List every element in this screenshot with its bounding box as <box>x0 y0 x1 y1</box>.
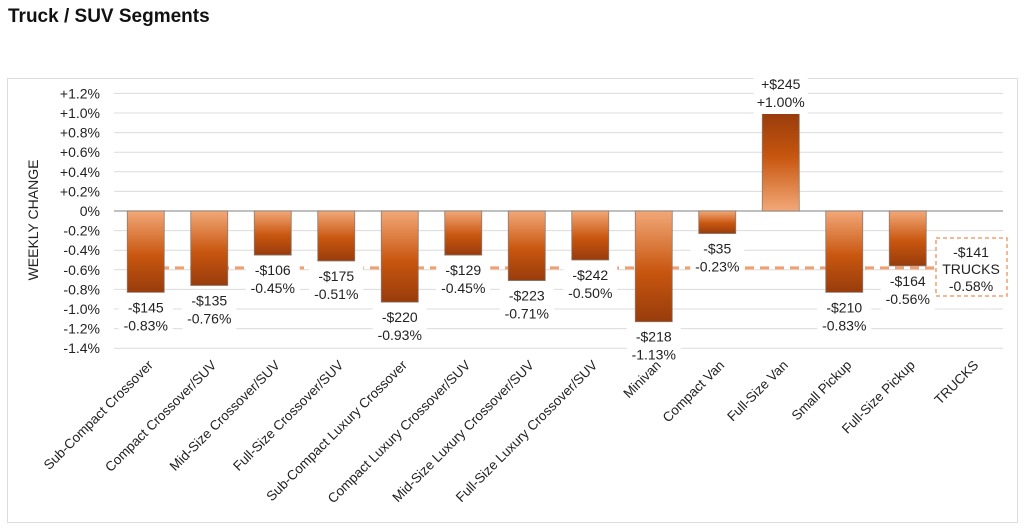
y-tick-label: -0.4% <box>63 242 100 258</box>
percent-data-label: -0.51% <box>314 286 358 302</box>
dollar-data-label: -$210 <box>826 299 862 315</box>
y-tick-label: -0.6% <box>63 262 100 278</box>
bar <box>380 210 419 303</box>
trucks-percent-label: -0.58% <box>949 278 993 294</box>
percent-data-label: -0.56% <box>886 291 930 307</box>
dollar-data-label: -$223 <box>509 288 545 304</box>
dollar-data-label: -$129 <box>445 262 481 278</box>
data-label-background <box>436 260 491 301</box>
percent-data-label: -0.23% <box>695 259 739 275</box>
bar <box>571 210 610 261</box>
trucks-dollar-label: -$141 <box>953 244 989 260</box>
data-label-background <box>372 307 427 348</box>
percent-data-label: -0.45% <box>441 280 485 296</box>
data-label-background <box>309 265 364 306</box>
dollar-data-label: -$106 <box>255 262 291 278</box>
y-tick-label: +0.4% <box>60 164 100 180</box>
dollar-data-label: -$218 <box>636 329 672 345</box>
dollar-data-label: +$245 <box>761 76 801 92</box>
percent-data-label: -0.50% <box>568 285 612 301</box>
trucks-average-label: -$141 TRUCKS -0.58% <box>935 237 1008 297</box>
percent-data-label: -0.93% <box>378 327 422 343</box>
data-label-background <box>753 74 808 114</box>
bar <box>825 210 864 293</box>
bar <box>317 210 356 262</box>
dollar-data-label: -$175 <box>318 268 354 284</box>
y-tick-label: -0.8% <box>63 281 100 297</box>
y-tick-label: 0% <box>80 203 100 219</box>
dollar-data-label: -$220 <box>382 309 418 325</box>
bar <box>444 210 483 256</box>
bar <box>698 210 737 234</box>
bar <box>888 210 927 267</box>
data-label-background <box>245 260 300 301</box>
bar <box>634 210 673 323</box>
y-tick-label: +1.0% <box>60 105 100 121</box>
data-label-background <box>118 297 173 338</box>
bar <box>761 112 800 212</box>
y-tick-label: +1.2% <box>60 85 100 101</box>
y-tick-label: +0.2% <box>60 183 100 199</box>
dollar-data-label: -$242 <box>572 267 608 283</box>
percent-data-label: -0.83% <box>124 317 168 333</box>
dollar-data-label: -$164 <box>890 273 926 289</box>
percent-data-label: -0.83% <box>822 317 866 333</box>
y-tick-label: -1.4% <box>63 340 100 356</box>
bar <box>507 210 546 281</box>
page-title: Truck / SUV Segments <box>8 6 210 27</box>
data-label-background <box>563 265 618 305</box>
percent-data-label: +1.00% <box>757 94 805 110</box>
data-label-background <box>182 290 237 331</box>
percent-data-label: -1.13% <box>632 347 676 363</box>
data-label-background <box>626 326 681 367</box>
trucks-name-label: TRUCKS <box>942 261 1000 277</box>
y-tick-label: -1.2% <box>63 321 100 337</box>
bar <box>190 210 229 286</box>
percent-data-label: -0.71% <box>505 306 549 322</box>
percent-data-label: -0.76% <box>187 310 231 326</box>
y-tick-label: -0.2% <box>63 223 100 239</box>
y-tick-label: +0.8% <box>60 125 100 141</box>
data-label-background <box>499 285 554 326</box>
dollar-data-label: -$145 <box>128 299 164 315</box>
percent-data-label: -0.45% <box>251 280 295 296</box>
y-axis-title: WEEKLY CHANGE <box>25 160 41 281</box>
bar <box>126 210 165 293</box>
data-label-background <box>880 270 935 311</box>
data-label-background <box>817 297 872 338</box>
data-label-background <box>690 238 745 279</box>
y-tick-label: -1.0% <box>63 301 100 317</box>
dollar-data-label: -$35 <box>703 241 731 257</box>
bar <box>253 210 292 256</box>
y-tick-label: +0.6% <box>60 144 100 160</box>
dollar-data-label: -$135 <box>191 292 227 308</box>
